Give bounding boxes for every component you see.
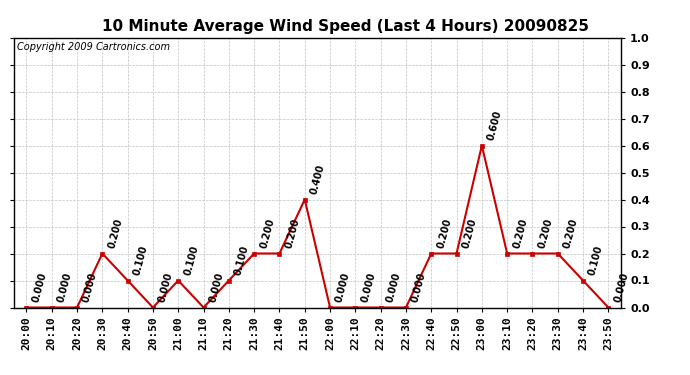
Text: Copyright 2009 Cartronics.com: Copyright 2009 Cartronics.com [17,42,170,51]
Text: 0.400: 0.400 [309,163,326,195]
Text: 0.000: 0.000 [30,271,48,303]
Text: 0.100: 0.100 [587,244,605,276]
Text: 0.000: 0.000 [334,271,352,303]
Text: 0.000: 0.000 [613,271,630,303]
Text: 0.000: 0.000 [56,271,74,303]
Text: 0.000: 0.000 [81,271,99,303]
Text: 0.200: 0.200 [284,217,302,249]
Text: 0.000: 0.000 [208,271,226,303]
Text: 0.000: 0.000 [385,271,402,303]
Text: 0.000: 0.000 [410,271,428,303]
Text: 0.200: 0.200 [537,217,554,249]
Text: 0.200: 0.200 [435,217,453,249]
Text: 0.200: 0.200 [461,217,478,249]
Text: 0.100: 0.100 [233,244,250,276]
Text: 0.000: 0.000 [157,271,175,303]
Text: 0.100: 0.100 [132,244,150,276]
Text: 0.200: 0.200 [511,217,529,249]
Text: 0.200: 0.200 [258,217,276,249]
Text: 0.000: 0.000 [359,271,377,303]
Text: 10 Minute Average Wind Speed (Last 4 Hours) 20090825: 10 Minute Average Wind Speed (Last 4 Hou… [101,19,589,34]
Text: 0.100: 0.100 [182,244,200,276]
Text: 0.200: 0.200 [106,217,124,249]
Text: 0.600: 0.600 [486,109,504,141]
Text: 0.200: 0.200 [562,217,580,249]
